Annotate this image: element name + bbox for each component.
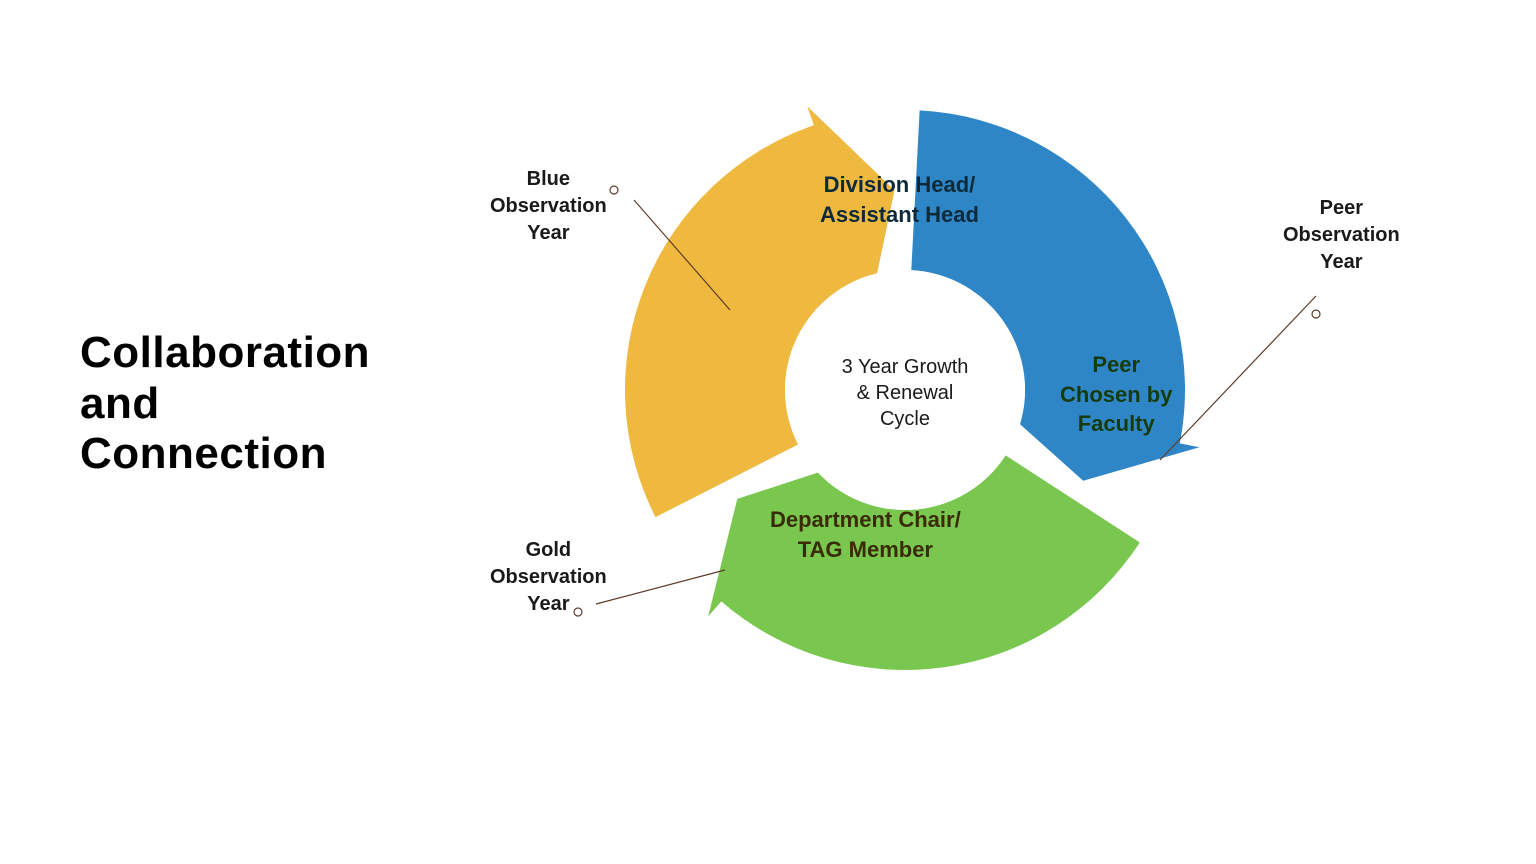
callout-gold: GoldObservationYear: [490, 537, 607, 618]
callout-green: PeerObservationYear: [1283, 195, 1400, 276]
callout-blue: BlueObservationYear: [490, 166, 607, 247]
page-title: CollaborationandConnection: [80, 328, 370, 480]
slide: CollaborationandConnection 3 Year Growth…: [0, 0, 1536, 864]
cycle-center-label: 3 Year Growth& RenewalCycle: [790, 354, 1020, 432]
